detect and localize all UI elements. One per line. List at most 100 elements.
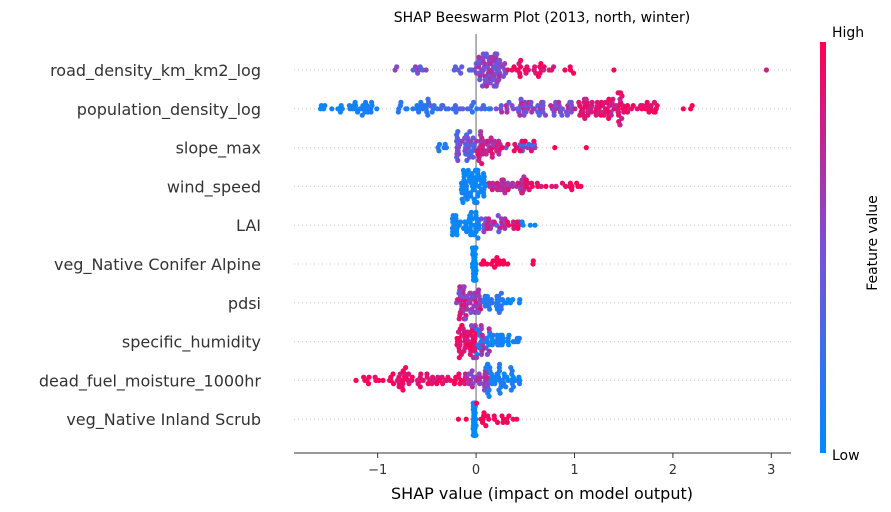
shap-point <box>504 419 510 425</box>
shap-point <box>374 106 380 112</box>
shap-point <box>339 106 345 112</box>
shap-point <box>390 371 396 377</box>
shap-point <box>763 67 770 73</box>
shap-point <box>517 297 523 303</box>
shap-point <box>470 154 476 160</box>
shap-point <box>502 225 508 231</box>
shap-point <box>461 284 467 290</box>
shap-point <box>458 187 464 193</box>
shap-point <box>518 57 524 64</box>
shap-point <box>490 258 496 264</box>
colorbar-low-label: Low <box>832 448 860 464</box>
shap-point <box>490 332 496 338</box>
feature-row-points <box>318 90 695 128</box>
shap-point <box>489 154 495 160</box>
shap-point <box>499 145 505 151</box>
shap-point <box>505 67 511 73</box>
shap-point <box>464 106 471 112</box>
shap-point <box>475 151 481 157</box>
shap-point <box>467 129 473 135</box>
shap-point <box>491 413 497 419</box>
shap-point <box>615 90 621 96</box>
shap-point <box>517 73 523 79</box>
shap-point <box>535 73 542 79</box>
feature-label: specific_humidity <box>122 333 261 353</box>
shap-point <box>621 109 627 115</box>
feature-label: pdsi <box>228 294 261 313</box>
shap-point <box>567 64 573 70</box>
shap-point <box>559 112 565 118</box>
shap-point <box>409 374 415 380</box>
shap-point <box>494 255 500 261</box>
shap-point <box>510 219 516 225</box>
shap-point <box>478 216 484 222</box>
shap-point <box>559 180 566 186</box>
colorbar-label: Feature value <box>865 195 881 291</box>
shap-point <box>395 109 401 115</box>
shap-point <box>462 316 468 322</box>
x-tick-label: 1 <box>570 463 578 478</box>
shap-point <box>511 148 517 154</box>
shap-point <box>421 103 427 109</box>
feature-row-points <box>353 361 523 399</box>
shap-point <box>468 309 474 315</box>
shap-point <box>506 413 512 419</box>
shap-point <box>425 381 431 387</box>
shap-point <box>546 67 552 73</box>
shap-point <box>598 99 604 105</box>
shap-point <box>680 106 686 112</box>
shap-point <box>496 151 502 157</box>
feature-row-points <box>454 323 523 361</box>
x-tick-label: 0 <box>472 463 480 478</box>
shap-point <box>651 99 658 105</box>
shap-point <box>497 57 503 64</box>
shap-point <box>480 171 487 177</box>
shap-point <box>644 99 650 105</box>
shap-point <box>346 103 352 109</box>
shap-point <box>471 232 477 238</box>
shap-point <box>478 323 484 329</box>
feature-label: veg_Native Inland Scrub <box>66 410 261 430</box>
shap-point <box>428 103 434 109</box>
shap-point <box>516 335 523 341</box>
shap-point <box>488 54 494 60</box>
shap-point <box>406 381 412 387</box>
x-axis-ticks: −1 0 1 2 3 <box>368 453 775 478</box>
shap-point <box>476 225 482 231</box>
shap-point <box>568 109 574 115</box>
shap-point <box>542 112 549 118</box>
shap-point <box>488 135 494 141</box>
shap-point <box>528 148 535 154</box>
shap-point <box>454 297 461 303</box>
shap-point <box>420 377 426 383</box>
shap-point <box>353 377 359 383</box>
shap-point <box>583 96 589 102</box>
shap-point <box>480 151 486 157</box>
shap-point <box>617 122 623 128</box>
shap-point <box>430 374 436 380</box>
shap-point <box>476 371 482 377</box>
shap-point <box>476 190 482 196</box>
shap-point <box>499 342 505 348</box>
shap-point <box>474 400 480 406</box>
shap-point <box>552 145 558 151</box>
shap-point <box>541 64 547 70</box>
shap-point <box>509 103 515 109</box>
shap-point <box>567 180 574 186</box>
shap-point <box>479 332 485 338</box>
shap-point <box>424 371 430 377</box>
shap-point <box>505 180 511 186</box>
shap-point <box>492 381 498 387</box>
shap-point <box>494 332 500 338</box>
shap-point <box>620 103 626 109</box>
shap-point <box>536 112 542 118</box>
shap-point <box>543 183 549 189</box>
shap-point <box>494 293 500 299</box>
shap-point <box>571 70 577 76</box>
shap-point <box>549 183 555 189</box>
shap-point <box>519 219 525 225</box>
shap-point <box>477 381 483 387</box>
shap-point <box>469 368 475 374</box>
shap-point <box>369 99 375 105</box>
shap-point <box>396 384 402 390</box>
